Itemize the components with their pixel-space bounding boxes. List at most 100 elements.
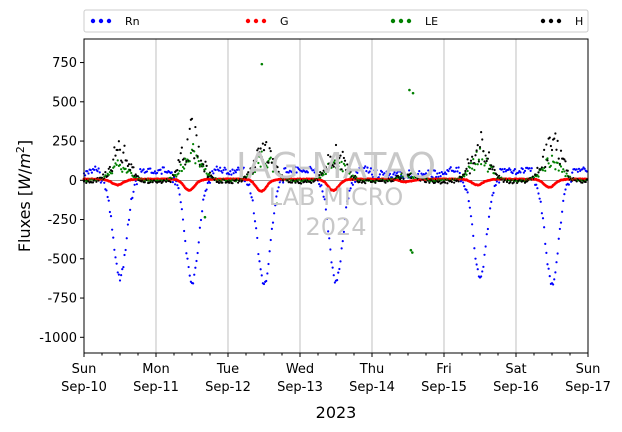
point-h xyxy=(265,141,268,144)
point-rn xyxy=(457,166,460,169)
point-rn xyxy=(208,181,212,184)
point-h xyxy=(260,155,263,159)
point-h xyxy=(328,162,331,165)
point-h xyxy=(467,162,470,165)
point-h xyxy=(555,148,558,151)
point-le xyxy=(411,91,415,95)
point-le xyxy=(400,173,403,176)
point-h xyxy=(250,167,253,170)
point-rn xyxy=(203,194,206,197)
point-h xyxy=(548,136,551,139)
point-h xyxy=(553,137,556,140)
point-rn xyxy=(564,188,567,191)
point-rn xyxy=(393,171,396,174)
point-rn xyxy=(337,271,340,274)
point-le xyxy=(107,173,110,176)
point-h xyxy=(374,181,377,184)
watermark-line2: LAB MICRO xyxy=(269,183,404,211)
point-rn xyxy=(327,230,330,233)
point-h xyxy=(566,169,569,172)
x-tick-day: Tue xyxy=(216,362,239,377)
point-le xyxy=(541,169,545,172)
point-le xyxy=(175,175,178,178)
point-le xyxy=(478,147,482,150)
point-rn xyxy=(282,181,285,184)
legend-marker-le xyxy=(390,18,396,24)
point-rn xyxy=(233,169,236,172)
point-h xyxy=(280,174,284,177)
point-h xyxy=(178,160,181,163)
point-rn xyxy=(339,260,342,263)
point-rn xyxy=(556,252,559,255)
x-tick-day: Wed xyxy=(286,362,314,377)
point-le xyxy=(563,170,566,173)
point-le xyxy=(468,166,471,169)
point-rn xyxy=(436,172,439,175)
point-rn xyxy=(522,171,525,174)
point-rn xyxy=(181,218,185,221)
point-rn xyxy=(89,168,92,172)
point-rn xyxy=(217,169,221,172)
x-tick-day: Sun xyxy=(72,362,97,377)
point-h xyxy=(491,168,494,171)
point-h xyxy=(327,153,330,157)
point-rn xyxy=(94,165,97,168)
point-rn xyxy=(323,198,326,201)
point-rn xyxy=(271,221,275,224)
point-rn xyxy=(310,167,313,170)
point-le xyxy=(246,175,249,178)
point-h xyxy=(478,145,482,149)
x-axis: Sun Sep-10 Mon Sep-11 Tue Sep-12 Wed Sep-13 Thu S… xyxy=(61,353,611,395)
point-h xyxy=(270,161,273,164)
point-rn xyxy=(553,278,556,281)
point-h xyxy=(203,170,206,173)
point-rn xyxy=(528,167,531,170)
point-h xyxy=(276,166,279,169)
point-rn xyxy=(159,168,162,171)
point-h xyxy=(475,149,478,152)
point-h xyxy=(161,180,164,183)
x-tick-day: Mon xyxy=(142,362,169,377)
point-h xyxy=(238,179,241,182)
point-rn xyxy=(131,196,134,199)
point-h xyxy=(85,181,88,184)
point-le xyxy=(204,167,207,171)
point-le xyxy=(118,163,122,166)
point-le xyxy=(324,172,327,176)
point-h xyxy=(540,166,543,169)
point-rn xyxy=(270,227,273,230)
point-rn xyxy=(139,168,142,171)
point-rn xyxy=(365,170,368,173)
point-rn xyxy=(174,183,177,186)
point-h xyxy=(581,181,584,184)
y-tick-label: 750 xyxy=(52,56,77,71)
point-h xyxy=(274,167,277,170)
point-rn xyxy=(306,171,309,174)
point-le xyxy=(554,168,557,171)
point-h xyxy=(196,155,199,158)
point-rn xyxy=(179,201,182,204)
point-rn xyxy=(260,274,263,277)
point-rn xyxy=(561,210,564,213)
point-h xyxy=(114,154,117,157)
point-le xyxy=(130,171,133,175)
point-le xyxy=(473,168,476,172)
x-tick-day: Thu xyxy=(359,362,384,377)
point-h xyxy=(546,159,549,162)
y-tick-label: -250 xyxy=(47,213,77,228)
point-rn xyxy=(487,215,491,218)
point-le xyxy=(557,169,560,172)
point-rn xyxy=(97,167,100,170)
point-rn xyxy=(221,171,224,174)
point-le xyxy=(265,164,268,167)
point-rn xyxy=(458,171,461,175)
point-h xyxy=(338,156,341,159)
point-le xyxy=(465,173,468,176)
point-h xyxy=(549,144,552,148)
point-h xyxy=(340,168,343,171)
point-rn xyxy=(420,172,423,175)
point-rn xyxy=(186,257,189,260)
point-rn xyxy=(340,247,343,250)
point-rn xyxy=(294,165,297,169)
point-rn xyxy=(332,274,335,277)
